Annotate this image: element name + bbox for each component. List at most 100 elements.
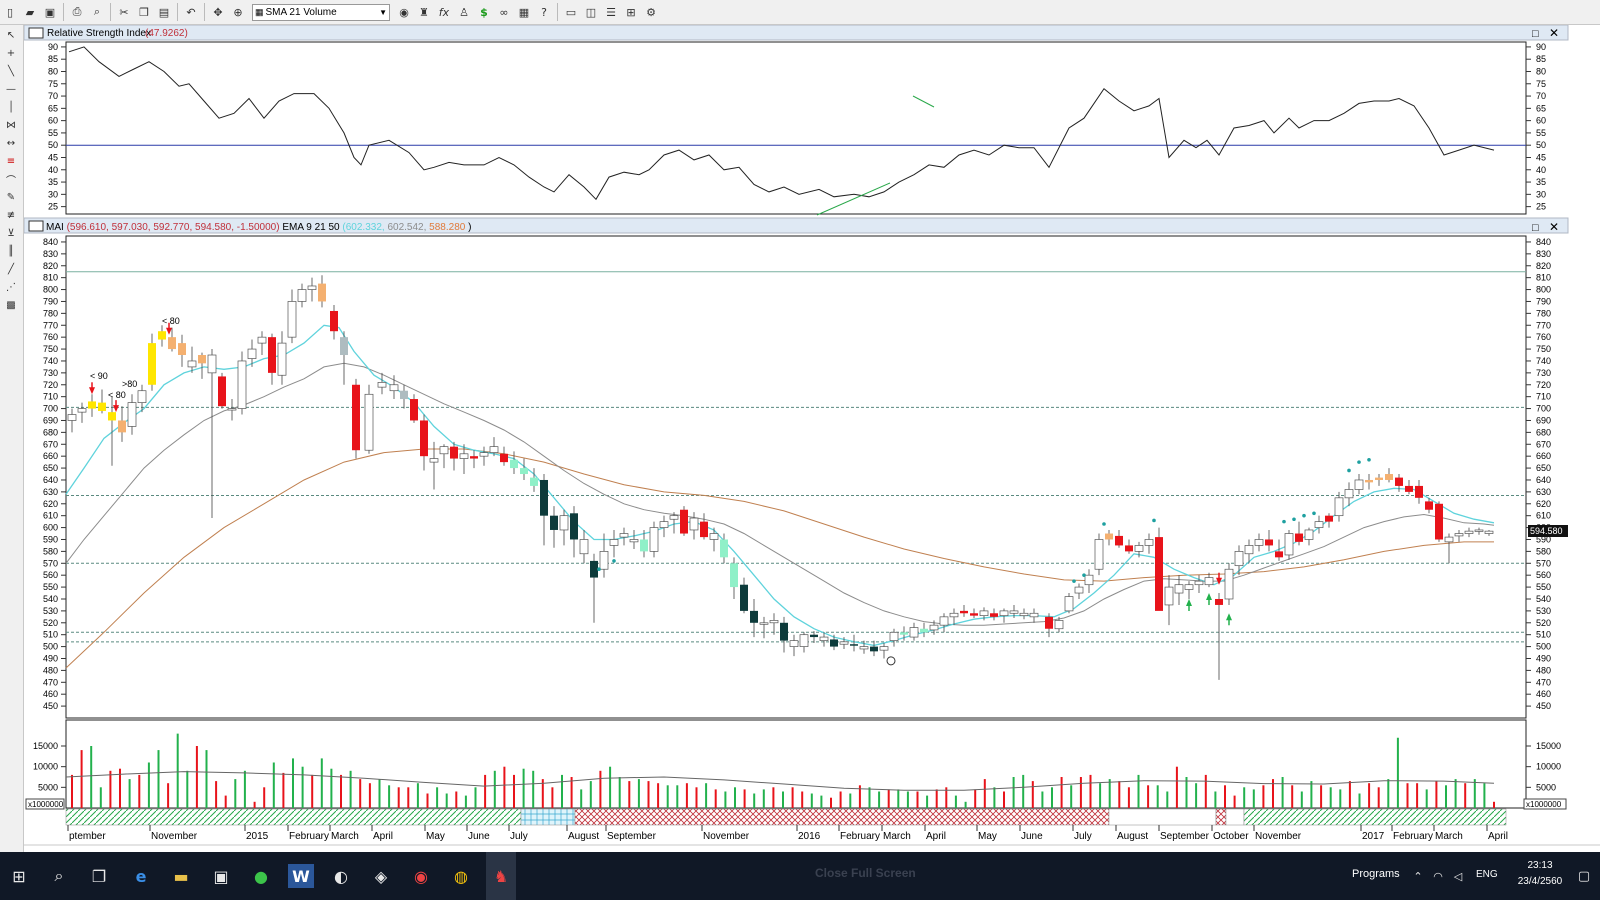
candle-body [1019,612,1029,616]
app-icon[interactable]: ◈ [374,866,388,886]
candle-body [740,584,748,611]
candle-body [609,539,619,546]
scan-icon[interactable]: ♙ [459,5,469,19]
binoculars-icon[interactable]: ∞ [499,5,509,19]
price-tick-label: 590 [1536,534,1551,544]
volume-plot[interactable] [65,719,1527,809]
print-preview-icon[interactable]: ⌕ [93,5,101,18]
tile-grid-icon[interactable]: ⊞ [626,5,636,19]
print-icon[interactable]: ⎙ [72,5,82,18]
copy-icon[interactable]: ❐ [139,5,149,19]
candle-body [257,336,267,344]
expert-icon[interactable]: ♜ [419,5,429,19]
candlestick [700,513,708,540]
indicator-select[interactable]: ▦ SMA 21 Volume ▼ [252,3,390,21]
price-tick-label: 520 [43,618,58,628]
close-icon[interactable]: ✕ [1549,220,1559,234]
signal-dot [1302,513,1306,518]
line-app-icon[interactable]: ● [254,866,268,886]
crosshair-icon[interactable]: + [6,47,16,59]
layout-icon[interactable]: ◫ [585,5,597,19]
word-icon[interactable]: W [288,864,314,888]
pointer-icon[interactable]: ↖ [6,29,16,41]
new-file-icon[interactable]: ▯ [6,5,14,19]
price-tick-label: 470 [1536,677,1551,687]
candle-body [810,634,818,638]
channel-icon[interactable]: ≢ [6,209,16,221]
candle-body [1454,533,1464,537]
paste-icon[interactable]: ▤ [158,5,170,19]
candlestick [510,451,518,475]
candle-body [659,521,669,528]
rsi-plot[interactable] [65,41,1527,215]
settings-icon[interactable]: ⚙ [646,5,656,19]
color-icon[interactable]: ≡ [6,155,16,167]
edge-icon[interactable]: e [135,866,147,886]
volume-icon[interactable]: ◁ [1453,869,1463,883]
maximize-icon[interactable]: □ [1532,222,1539,234]
open-folder-icon[interactable]: ▰ [25,5,35,19]
scroll-icon[interactable]: ↔ [6,137,16,149]
candlestick [1224,563,1234,605]
gann-icon[interactable]: ⊻ [7,227,15,239]
fibonacci-icon[interactable]: ⋈ [6,119,16,131]
window-icon[interactable]: ▭ [565,5,577,19]
tile-horizontal-icon[interactable]: ☰ [606,5,616,19]
horizontal-line-icon[interactable]: — [6,83,16,95]
candle-body [1184,584,1194,590]
price-plot[interactable] [65,235,1527,719]
vertical-line-icon[interactable]: │ [7,101,15,113]
rsi-header [24,25,1569,41]
formula-icon[interactable]: fx [438,5,450,19]
search-icon[interactable]: ⌕ [54,866,64,885]
clock-time[interactable]: 23:13 [1527,860,1553,871]
candle-body [1464,530,1474,534]
annotation-label: < 80 [108,390,126,400]
clock-date[interactable]: 23/4/2560 [1517,876,1563,887]
store-icon[interactable]: ▣ [213,866,229,886]
candlestick [1184,581,1194,599]
candlestick [1425,497,1433,514]
pen-icon[interactable]: ✎ [6,191,16,203]
close-icon[interactable]: ✕ [1549,26,1559,40]
candle-body [859,646,869,650]
main-toolbar: ▯ ▰ ▣ ⎙ ⌕ ✂ ❐ ▤ ↶ ✥ ⊕ ▦ SMA 21 Volume ▼ … [0,0,1600,25]
candlestick [1105,529,1113,546]
trendline-icon[interactable]: ╱ [7,263,15,275]
help-icon[interactable]: ? [541,5,547,19]
save-icon[interactable]: ▣ [44,5,56,19]
rsi-tick-label: 45 [1536,152,1546,162]
notification-icon[interactable]: ▢ [1577,868,1591,884]
zoom-icon[interactable]: ⊕ [233,5,243,19]
cycle-icon[interactable]: ║ [7,245,15,257]
file-explorer-icon[interactable]: ▬ [173,866,189,886]
candlestick [570,506,578,558]
app-icon[interactable]: ◉ [414,866,428,886]
candlestick [609,529,619,558]
pan-icon[interactable]: ✥ [213,5,223,19]
app-icon[interactable]: ◐ [334,866,348,886]
programs-label[interactable]: Programs [1352,868,1400,880]
candlestick [720,533,728,564]
chrome-icon[interactable]: ◍ [454,866,468,886]
dollar-icon[interactable]: $ [480,5,488,19]
fan-icon[interactable]: ⋰ [6,281,16,293]
line-icon[interactable]: ╲ [7,65,15,77]
wifi-icon[interactable]: ◠ [1433,869,1443,883]
candlestick [889,628,899,647]
maximize-icon[interactable]: □ [1532,28,1539,40]
chart-app-icon[interactable]: ♞ [486,852,516,900]
candle-body [108,412,116,421]
task-view-icon[interactable]: ❐ [91,866,107,886]
windows-start-icon[interactable]: ⊞ [12,866,26,886]
undo-icon[interactable]: ↶ [186,5,196,19]
language-indicator[interactable]: ENG [1476,869,1498,880]
pattern-icon[interactable]: ▩ [6,299,16,311]
cut-icon[interactable]: ✂ [119,5,129,19]
indicator-icon[interactable]: ◉ [399,5,409,19]
arc-icon[interactable]: ⌒ [6,175,16,187]
chart-area[interactable]: Relative Strength Index (47.9262) □ ✕ 90… [24,25,1600,851]
chevron-up-icon[interactable]: ⌃ [1413,869,1423,883]
calculator-icon[interactable]: ▦ [518,5,530,19]
candlestick [489,437,499,457]
